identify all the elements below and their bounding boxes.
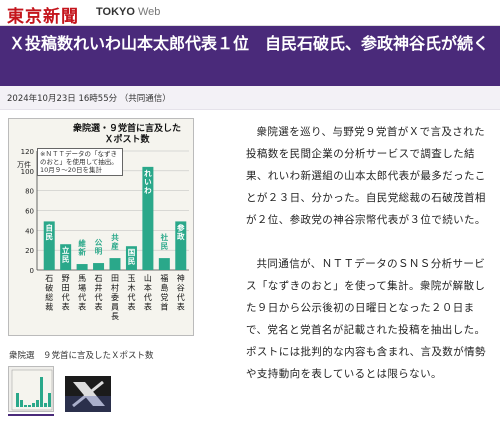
bar xyxy=(60,244,72,270)
x-category-label: 村 xyxy=(111,283,119,293)
chart-title: 衆院選・９党首に言及した Ｘポスト数 xyxy=(63,124,191,146)
logo-en-text: TOKYO xyxy=(96,6,135,18)
chart-thumbnail-icon xyxy=(11,369,53,411)
bar xyxy=(175,221,187,270)
chart-figure[interactable]: 衆院選・９党首に言及した Ｘポスト数 0 20 40 60 80 100 120 万件自民石破総… xyxy=(8,118,194,336)
x-category-label: 代 xyxy=(62,292,70,302)
x-category-label: 党 xyxy=(160,292,168,302)
bar-party-label: 公 xyxy=(95,238,103,247)
y-tick-label: 80 xyxy=(25,188,34,196)
x-category-label: 代 xyxy=(177,292,185,302)
bar-party-label: 共 xyxy=(111,232,119,242)
article-headline: Ｘ投稿数れいわ山本太郎代表１位 自民石破氏、参政神谷氏が続く xyxy=(9,34,490,53)
bar-party-label: 民 xyxy=(161,242,169,251)
selected-thumbnail-indicator xyxy=(8,414,54,416)
x-category-label: 表 xyxy=(62,302,70,312)
x-category-label: 野 xyxy=(62,274,70,283)
bar xyxy=(76,264,88,270)
x-category-label: 表 xyxy=(177,302,185,312)
x-logo-thumbnail[interactable] xyxy=(65,376,111,412)
y-tick-label: 0 xyxy=(30,267,34,275)
bar xyxy=(125,246,137,270)
logo-web-text: Web xyxy=(137,6,161,18)
article-meta: 2024年10月23日 16時55分 （共同通信） xyxy=(0,86,500,110)
article-body: 衆院選を巡り、与野党９党首がＸで言及された投稿数を民間企業の分析サービスで調査し… xyxy=(246,121,495,385)
x-category-label: 神 xyxy=(177,273,185,283)
y-tick-label: 60 xyxy=(25,208,34,216)
x-category-label: 井 xyxy=(95,283,103,293)
site-logo-english[interactable]: TOKYO Web xyxy=(96,6,160,18)
x-category-label: 福 xyxy=(160,274,168,283)
x-category-label: 代 xyxy=(95,292,103,302)
headline-band: Ｘ投稿数れいわ山本太郎代表１位 自民石破氏、参政神谷氏が続く xyxy=(0,26,500,86)
x-category-label: 木 xyxy=(127,283,135,293)
y-tick-label: 100 xyxy=(21,168,34,176)
x-category-label: 表 xyxy=(144,302,152,312)
x-category-label: 破 xyxy=(45,283,53,293)
chart-thumbnail[interactable] xyxy=(8,366,54,412)
bar-party-label: わ xyxy=(144,186,152,195)
x-category-label: 表 xyxy=(127,302,135,312)
x-category-label: 石 xyxy=(45,274,53,283)
bar-party-label: 新 xyxy=(78,247,86,257)
bar-party-label: 明 xyxy=(95,247,103,256)
y-tick-label: 40 xyxy=(25,227,34,235)
x-category-label: 表 xyxy=(78,302,86,312)
chart-title-line: Ｘポスト数 xyxy=(104,135,150,145)
article-paragraph: 共同通信が、ＮＴＴデータのＳＮＳ分析サービス「なずきのおと」を使って集計。衆院が… xyxy=(246,258,486,380)
bar-party-label: 民 xyxy=(128,257,136,266)
x-category-label: 島 xyxy=(160,283,168,293)
site-logo[interactable]: 東京新聞 xyxy=(7,7,79,27)
x-category-label: 山 xyxy=(144,273,152,283)
bar-party-label: 産 xyxy=(111,241,119,251)
bar xyxy=(43,221,55,270)
bar xyxy=(158,258,170,270)
bar-chart: 020406080100120万件自民石破総裁立民野田代表維新馬場代表公明石井代… xyxy=(17,148,189,321)
x-category-label: 長 xyxy=(111,312,119,321)
x-category-label: 石 xyxy=(95,274,103,283)
x-category-label: 田 xyxy=(62,284,70,293)
bar-party-label: 維 xyxy=(78,238,86,248)
x-category-label: 表 xyxy=(95,302,103,312)
bar xyxy=(142,166,154,270)
x-category-label: 首 xyxy=(160,302,168,312)
bar-party-label: れ xyxy=(144,169,152,178)
x-category-label: 場 xyxy=(78,283,86,293)
x-category-label: 裁 xyxy=(45,302,53,312)
bar-party-label: 民 xyxy=(45,232,53,241)
x-category-label: 馬 xyxy=(78,274,86,283)
chart-title-line: 衆院選・９党首に言及した xyxy=(72,124,181,134)
y-tick-label: 20 xyxy=(25,247,34,255)
bar-party-label: 立 xyxy=(62,245,70,255)
x-category-label: 代 xyxy=(78,292,86,302)
bar-party-label: い xyxy=(144,177,152,186)
bar-party-label: 社 xyxy=(160,232,169,242)
x-category-label: 田 xyxy=(111,274,119,283)
bar-party-label: 参 xyxy=(177,222,185,232)
x-category-label: 委 xyxy=(111,292,119,302)
bar xyxy=(93,263,105,270)
y-axis-unit: 万件 xyxy=(17,160,31,169)
site-header: 東京新聞 TOKYO Web xyxy=(0,0,500,27)
bar-party-label: 民 xyxy=(62,255,70,264)
x-category-label: 員 xyxy=(111,303,119,312)
y-tick-label: 120 xyxy=(21,148,34,156)
x-category-label: 代 xyxy=(127,292,135,302)
chart-note: ※ＮＴＴデータの「なずきのおと」を使用して抽出。10月９〜20日を集計 xyxy=(37,148,123,176)
x-category-label: 代 xyxy=(144,292,152,302)
bar-party-label: 政 xyxy=(177,231,185,241)
article-paragraph: 衆院選を巡り、与野党９党首がＸで言及された投稿数を民間企業の分析サービスで調査し… xyxy=(246,126,486,226)
bar xyxy=(109,258,121,270)
x-category-label: 本 xyxy=(144,283,152,293)
x-category-label: 玉 xyxy=(127,274,135,283)
bar-party-label: 自 xyxy=(45,222,53,232)
x-category-label: 総 xyxy=(45,292,53,302)
bar-party-label: 国 xyxy=(128,247,136,257)
x-logo-thumbnail-icon xyxy=(65,376,111,412)
x-category-label: 谷 xyxy=(177,284,185,293)
figure-caption: 衆院選 ９党首に言及したＸポスト数 xyxy=(9,351,154,361)
